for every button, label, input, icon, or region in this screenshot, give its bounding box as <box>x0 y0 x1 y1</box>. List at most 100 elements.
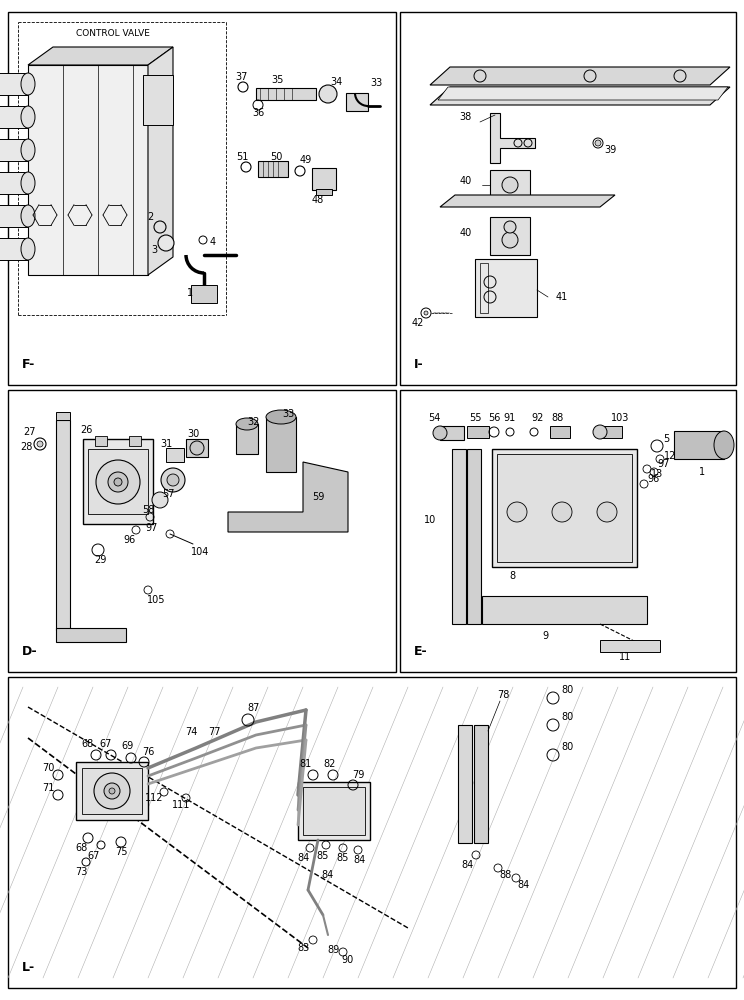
Text: 10: 10 <box>424 515 436 525</box>
Bar <box>490 217 530 255</box>
Text: 5: 5 <box>663 434 669 444</box>
Text: 3: 3 <box>151 245 157 255</box>
Circle shape <box>597 502 617 522</box>
Text: 103: 103 <box>611 413 629 423</box>
Text: 76: 76 <box>142 747 154 757</box>
Text: 1: 1 <box>699 467 705 477</box>
Circle shape <box>502 177 518 193</box>
Bar <box>674 431 724 459</box>
Circle shape <box>593 425 607 439</box>
Text: 90: 90 <box>342 955 354 965</box>
Circle shape <box>96 460 140 504</box>
Text: 97: 97 <box>658 459 670 469</box>
Bar <box>0 205 28 227</box>
Ellipse shape <box>21 106 35 128</box>
Text: 49: 49 <box>300 155 312 165</box>
Text: 75: 75 <box>115 847 127 857</box>
Ellipse shape <box>21 238 35 260</box>
Polygon shape <box>228 462 348 532</box>
Bar <box>298 782 370 840</box>
Polygon shape <box>438 87 728 100</box>
Text: 36: 36 <box>252 108 264 118</box>
Text: 111: 111 <box>172 800 190 810</box>
Bar <box>8 12 396 385</box>
Bar <box>191 285 217 303</box>
Bar <box>258 161 288 177</box>
Bar <box>143 75 173 125</box>
Bar <box>303 787 365 835</box>
Text: 83: 83 <box>297 943 309 953</box>
Text: 31: 31 <box>160 439 172 449</box>
Text: 26: 26 <box>80 425 92 435</box>
Text: F-: F- <box>22 358 35 371</box>
Bar <box>600 640 660 652</box>
Polygon shape <box>440 195 615 207</box>
Text: 96: 96 <box>648 474 660 484</box>
Bar <box>400 12 736 385</box>
Text: 68: 68 <box>82 739 94 749</box>
Bar <box>129 436 141 446</box>
Text: L-: L- <box>22 961 35 974</box>
Text: 84: 84 <box>354 855 366 865</box>
Text: 30: 30 <box>187 429 199 439</box>
Text: 79: 79 <box>352 770 364 780</box>
Text: 50: 50 <box>270 152 282 162</box>
Text: 84: 84 <box>517 880 529 890</box>
Text: 84: 84 <box>462 860 474 870</box>
Bar <box>166 448 184 462</box>
Text: 51: 51 <box>236 152 248 162</box>
Text: 35: 35 <box>272 75 284 85</box>
Bar <box>95 436 107 446</box>
Circle shape <box>108 472 128 492</box>
Circle shape <box>152 492 168 508</box>
Bar <box>440 426 464 440</box>
Bar <box>88 449 148 514</box>
Text: 42: 42 <box>412 318 424 328</box>
Circle shape <box>167 474 179 486</box>
Bar <box>8 677 736 988</box>
Circle shape <box>504 221 516 233</box>
Text: 4: 4 <box>210 237 216 247</box>
Text: 70: 70 <box>42 763 54 773</box>
Bar <box>28 65 148 275</box>
Circle shape <box>319 85 337 103</box>
Polygon shape <box>490 113 535 163</box>
Bar <box>266 417 296 472</box>
Ellipse shape <box>714 431 734 459</box>
Bar <box>458 725 472 843</box>
Bar <box>312 168 336 190</box>
Polygon shape <box>430 67 730 85</box>
Circle shape <box>595 140 601 146</box>
Text: 89: 89 <box>327 945 339 955</box>
Text: 97: 97 <box>146 523 158 533</box>
Text: 58: 58 <box>142 505 154 515</box>
Text: 71: 71 <box>42 783 54 793</box>
Text: 112: 112 <box>145 793 163 803</box>
Circle shape <box>37 441 43 447</box>
Text: 85: 85 <box>317 851 329 861</box>
Bar <box>76 762 148 820</box>
Bar <box>467 426 489 438</box>
Bar <box>56 420 70 630</box>
Ellipse shape <box>21 205 35 227</box>
Text: 40: 40 <box>460 228 472 238</box>
Text: 2: 2 <box>147 212 153 222</box>
Circle shape <box>109 788 115 794</box>
Text: 84: 84 <box>322 870 334 880</box>
Text: 33: 33 <box>282 409 294 419</box>
Text: E-: E- <box>414 645 428 658</box>
Bar <box>236 424 258 454</box>
Bar <box>186 439 208 457</box>
Text: 41: 41 <box>556 292 568 302</box>
Text: 57: 57 <box>161 489 174 499</box>
Ellipse shape <box>21 139 35 161</box>
Circle shape <box>158 235 174 251</box>
Bar <box>600 426 622 438</box>
Bar <box>0 106 28 128</box>
Text: 91: 91 <box>504 413 516 423</box>
Text: CONTROL VALVE: CONTROL VALVE <box>76 29 150 38</box>
Text: 80: 80 <box>561 742 573 752</box>
Text: 11: 11 <box>619 652 631 662</box>
Circle shape <box>424 311 428 315</box>
Circle shape <box>114 478 122 486</box>
